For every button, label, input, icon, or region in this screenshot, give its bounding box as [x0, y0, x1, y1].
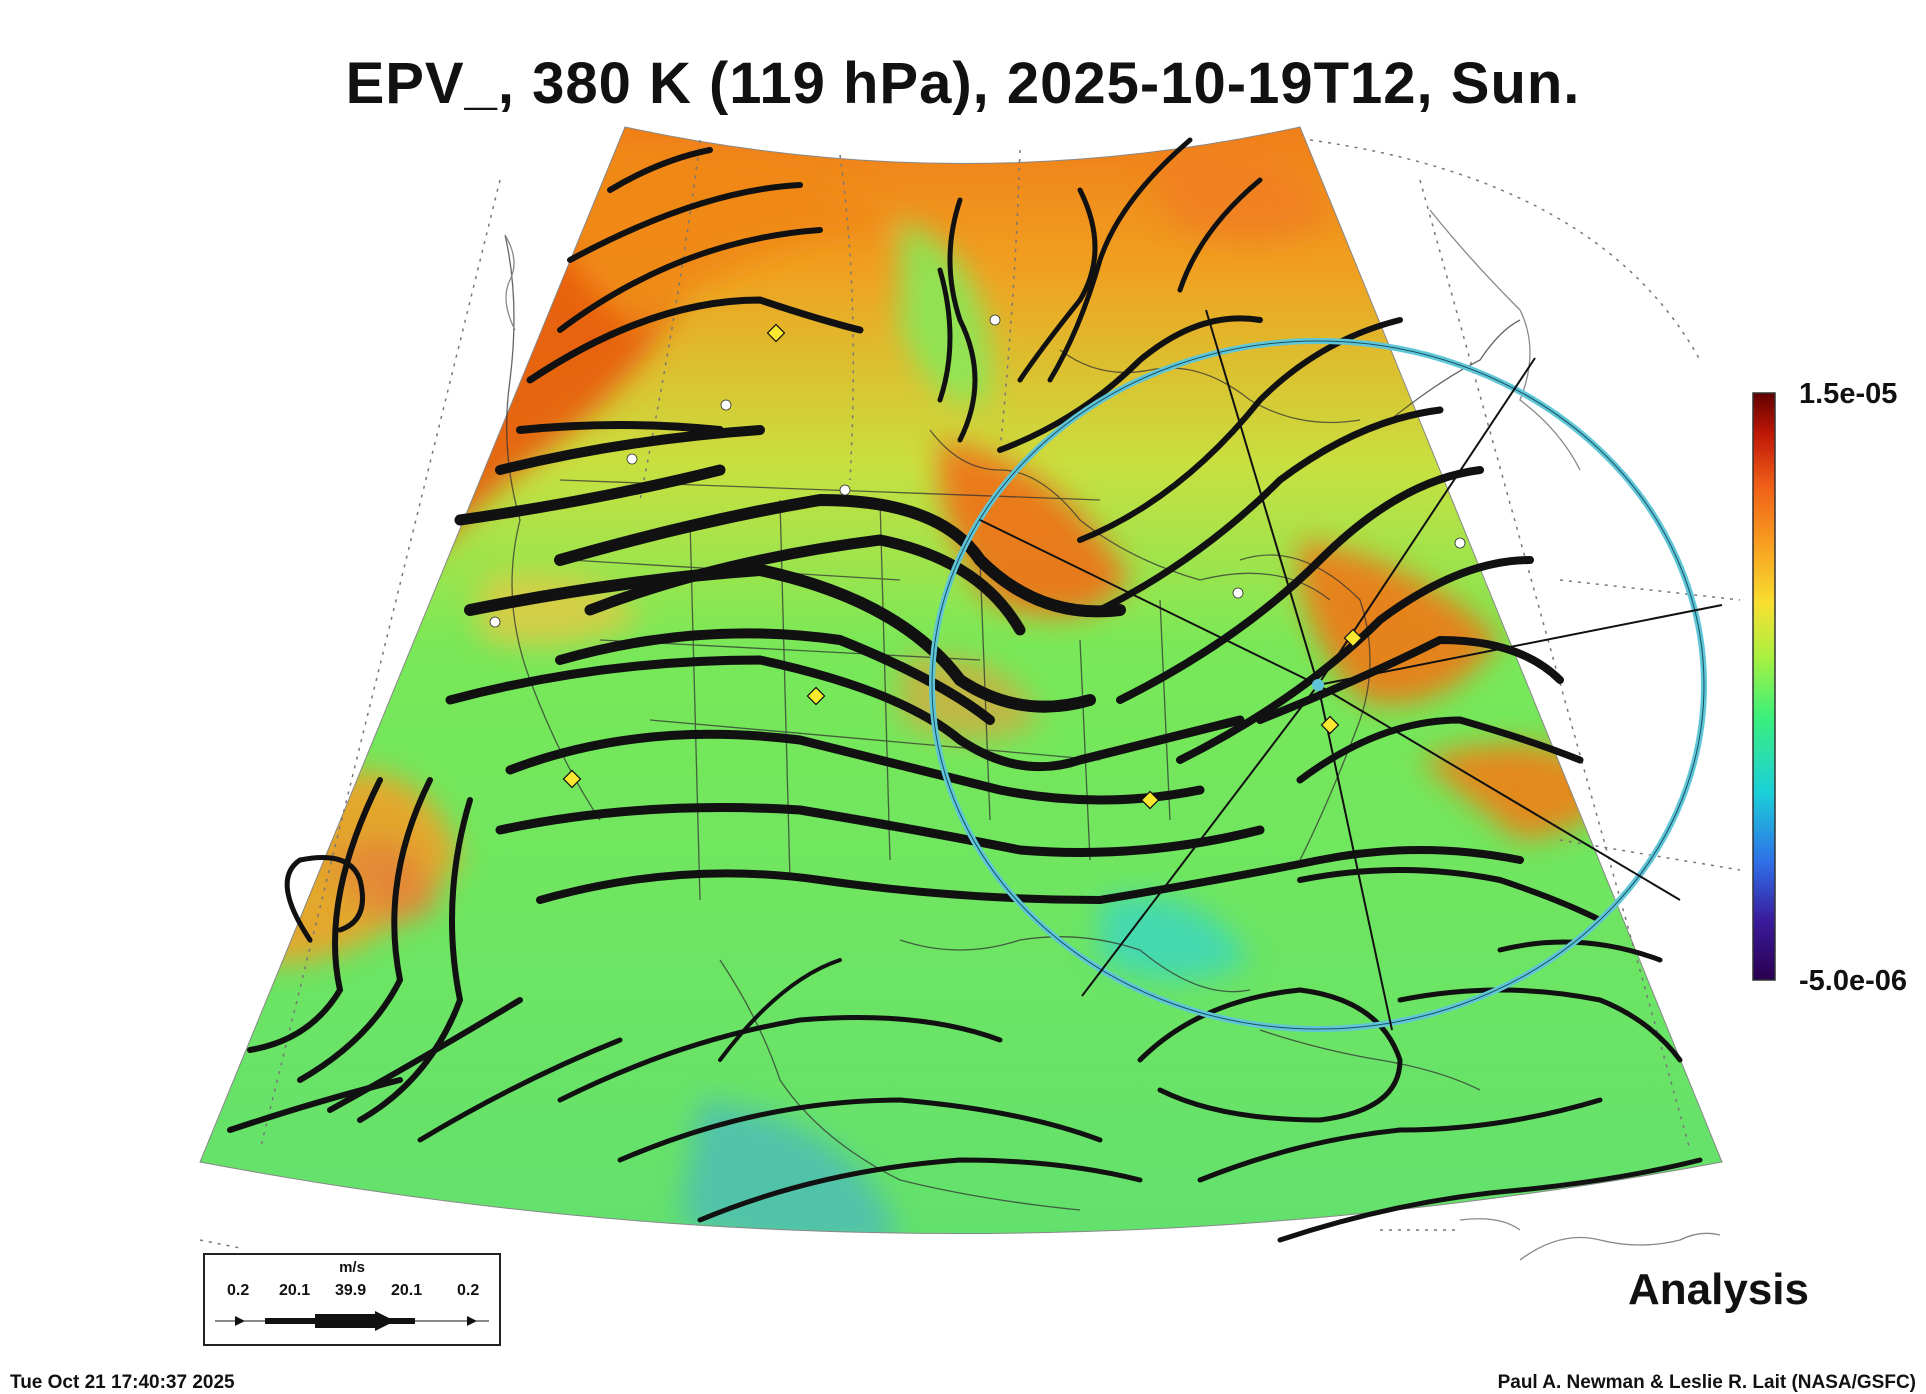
map-title: EPV_, 380 K (119 hPa), 2025-10-19T12, Su…	[345, 51, 1581, 116]
analysis-label: Analysis	[1628, 1265, 1809, 1314]
wind-legend-label: 20.1	[391, 1282, 423, 1299]
star-markers	[489, 314, 1466, 628]
reference-circle	[929, 338, 1707, 1032]
wind-legend-label: 0.2	[227, 1282, 250, 1299]
wind-legend-label: 20.1	[279, 1282, 311, 1299]
outer-coastline	[504, 209, 1721, 1261]
center-marker	[1312, 679, 1324, 691]
colorbar-max-label: 1.5e-05	[1799, 378, 1898, 410]
footer-timestamp: Tue Oct 21 17:40:37 2025	[10, 1372, 235, 1393]
footer-credit: Paul A. Newman & Leslie R. Lait (NASA/GS…	[1497, 1372, 1916, 1393]
wind-legend-arrows	[215, 1311, 489, 1331]
cross-section-lines	[979, 309, 1723, 1031]
colorbar-min-label: -5.0e-06	[1799, 965, 1908, 997]
wind-streamlines	[227, 137, 1703, 1243]
wind-legend-label: 39.9	[335, 1282, 367, 1299]
wind-legend-unit: m/s	[339, 1259, 365, 1276]
wind-legend-label: 0.2	[457, 1282, 480, 1299]
epv-field	[200, 127, 1722, 1234]
colorbar	[1752, 392, 1776, 981]
diamond-markers	[562, 323, 1363, 810]
wind-legend: m/s 0.2 20.1 39.9 20.1 0.2	[203, 1253, 501, 1346]
